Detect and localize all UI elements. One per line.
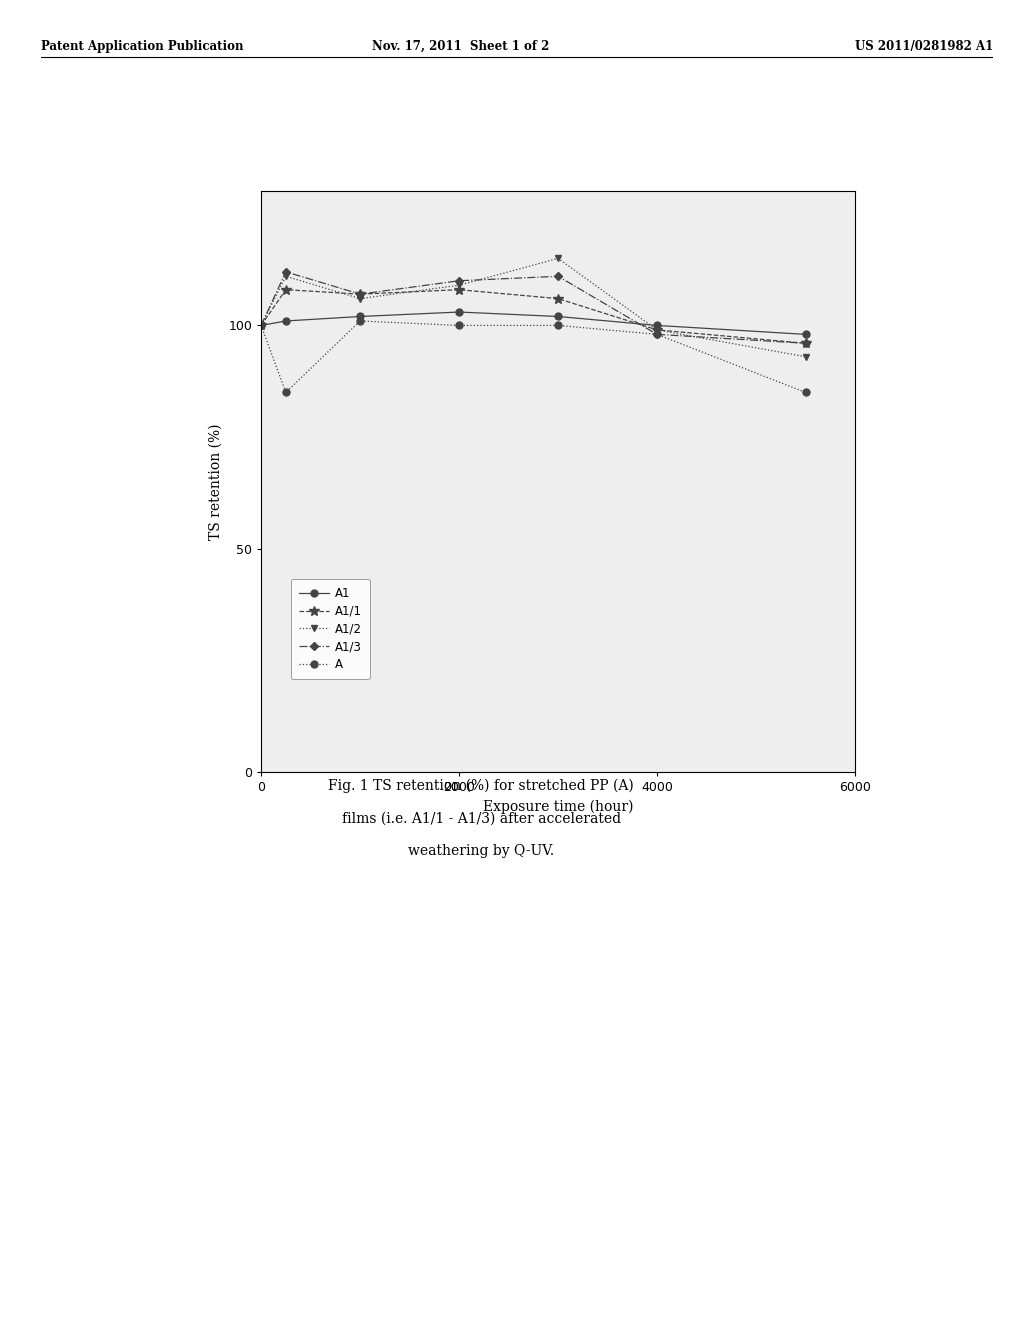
A1 <box>651 318 664 334</box>
A1/3 <box>453 273 465 289</box>
Legend: A1, A1/1, A1/2, A1/3, A: A1, A1/1, A1/2, A1/3, A <box>291 578 370 680</box>
A1/3 <box>280 264 292 280</box>
A <box>280 384 292 400</box>
A1/1 <box>354 286 367 302</box>
A1/3 <box>552 268 564 284</box>
Text: US 2011/0281982 A1: US 2011/0281982 A1 <box>855 40 993 53</box>
A1/2 <box>651 322 664 338</box>
A1/2 <box>255 318 267 334</box>
Text: films (i.e. A1/1 - A1/3) after accelerated: films (i.e. A1/1 - A1/3) after accelerat… <box>342 812 621 825</box>
Text: Patent Application Publication: Patent Application Publication <box>41 40 244 53</box>
Line: A: A <box>258 318 809 396</box>
A1/1 <box>552 290 564 306</box>
Text: weathering by Q-UV.: weathering by Q-UV. <box>409 845 554 858</box>
A1/3 <box>354 286 367 302</box>
Line: A1/3: A1/3 <box>258 269 808 346</box>
A1/3 <box>255 318 267 334</box>
A1/3 <box>651 326 664 342</box>
A <box>651 326 664 342</box>
A1 <box>800 326 812 342</box>
A <box>453 318 465 334</box>
Line: A1/2: A1/2 <box>258 255 809 360</box>
A1/1 <box>280 281 292 297</box>
A1/1 <box>651 322 664 338</box>
A1 <box>552 309 564 325</box>
A <box>800 384 812 400</box>
Y-axis label: TS retention (%): TS retention (%) <box>209 424 222 540</box>
Text: Nov. 17, 2011  Sheet 1 of 2: Nov. 17, 2011 Sheet 1 of 2 <box>372 40 550 53</box>
A1/1 <box>255 318 267 334</box>
A1/2 <box>800 348 812 364</box>
Line: A1/1: A1/1 <box>256 285 810 348</box>
A1 <box>354 309 367 325</box>
A1/1 <box>453 281 465 297</box>
A <box>354 313 367 329</box>
A1 <box>255 318 267 334</box>
Line: A1: A1 <box>258 309 809 338</box>
A1/2 <box>280 268 292 284</box>
A1/2 <box>552 251 564 267</box>
Text: Fig. 1 TS retention (%) for stretched PP (A): Fig. 1 TS retention (%) for stretched PP… <box>329 779 634 792</box>
A1/2 <box>453 277 465 293</box>
A1/3 <box>800 335 812 351</box>
A <box>255 318 267 334</box>
A1 <box>453 304 465 319</box>
A1/1 <box>800 335 812 351</box>
A <box>552 318 564 334</box>
X-axis label: Exposure time (hour): Exposure time (hour) <box>483 800 633 814</box>
A1/2 <box>354 290 367 306</box>
A1 <box>280 313 292 329</box>
